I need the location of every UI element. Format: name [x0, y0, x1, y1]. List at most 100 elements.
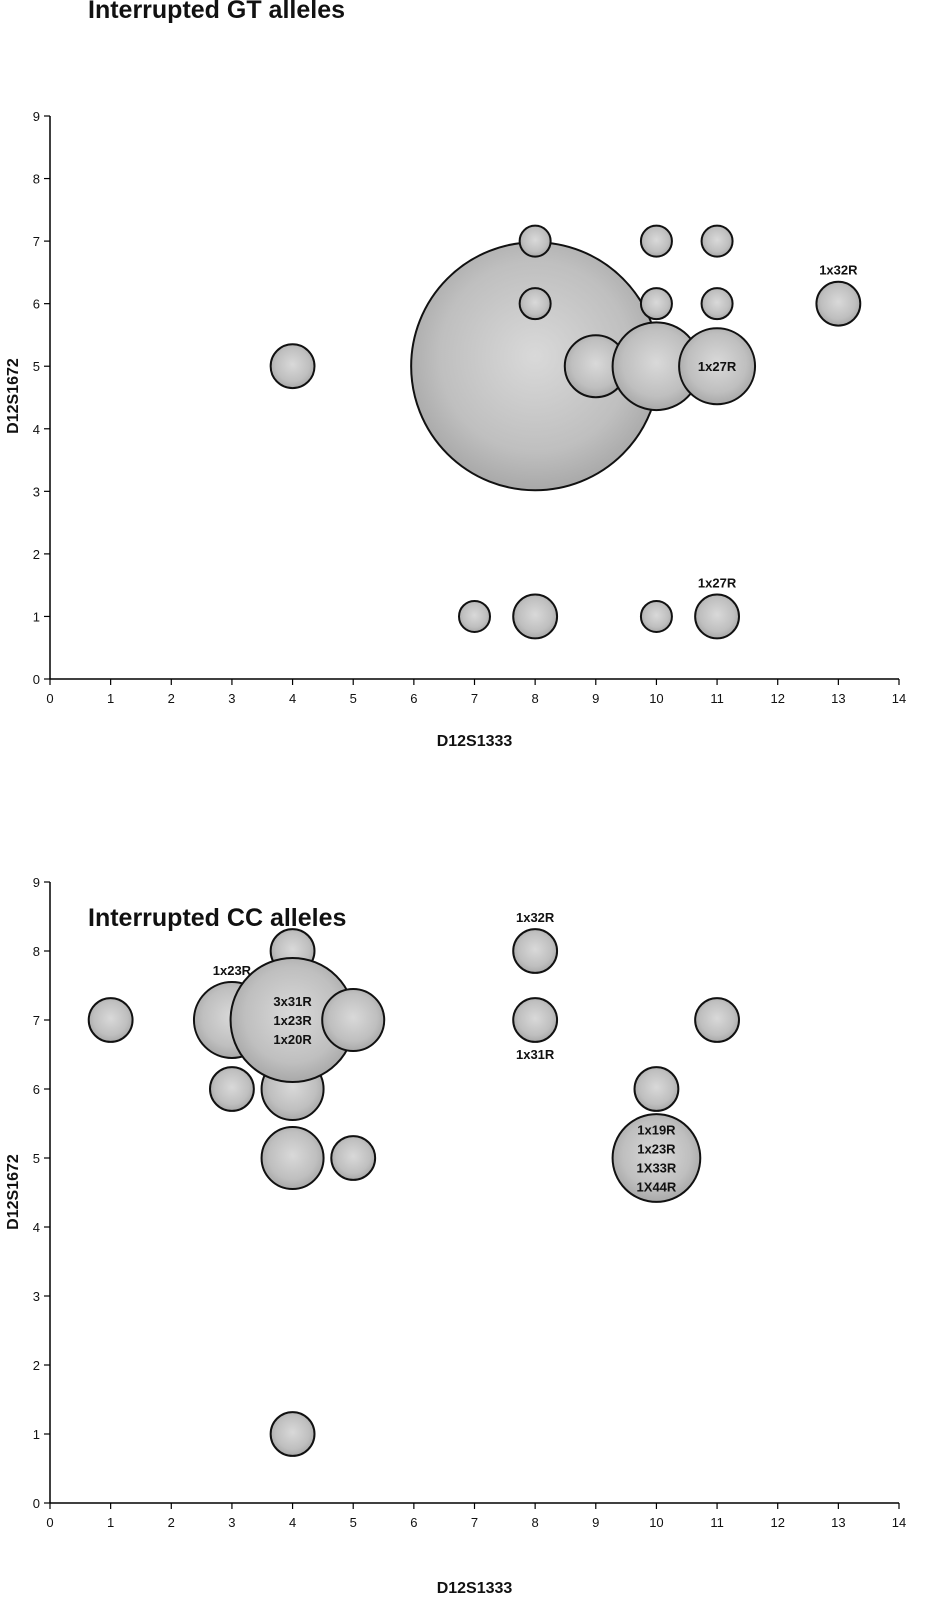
bubble [678, 327, 757, 406]
bubble [639, 599, 673, 633]
y-tick-label: 1 [33, 1427, 40, 1442]
x-tick-label: 0 [46, 1515, 53, 1530]
x-tick-label: 10 [649, 1515, 663, 1530]
x-axis-title: D12S1333 [437, 1580, 513, 1597]
x-tick-label: 3 [228, 1515, 235, 1530]
bubble-label: 1x19R [637, 1123, 676, 1138]
x-tick-label: 7 [471, 691, 478, 706]
gt-bubble-chart: 0 1 2 3 4 5 6 7 8 9 10 11 12 13 140123456789D12S1333D1… [5, 109, 906, 750]
cc-bubble-chart: 0 1 2 3 4 5 6 7 8 9 10 11 12 13 140123456789D12S1333D1… [5, 875, 906, 1597]
x-tick-label: 10 [649, 691, 663, 706]
y-tick-label: 6 [33, 297, 40, 312]
bubble [700, 224, 734, 258]
x-tick-label: 1 [107, 691, 114, 706]
y-tick-label: 5 [33, 1151, 40, 1166]
bubble-label: 3x31R [273, 994, 312, 1009]
y-tick-label: 3 [33, 484, 40, 499]
x-tick-label: 6 [410, 1515, 417, 1530]
bubble [269, 1411, 316, 1457]
bubble [321, 988, 386, 1052]
y-tick-label: 4 [33, 422, 40, 437]
bubble [209, 1066, 255, 1112]
y-tick-label: 9 [33, 109, 40, 124]
bubble [694, 593, 740, 640]
bubble [815, 280, 862, 327]
x-tick-label: 5 [350, 1515, 357, 1530]
y-tick-label: 3 [33, 1289, 40, 1304]
y-tick-label: 7 [33, 234, 40, 249]
bubble [512, 593, 559, 640]
bubble-label: 1X33R [637, 1161, 677, 1176]
x-tick-label: 13 [831, 1515, 845, 1530]
x-tick-label: 5 [350, 691, 357, 706]
y-tick-label: 8 [33, 944, 40, 959]
chart-title: Interrupted GT alleles [88, 0, 346, 24]
gt-chart-panel: Interrupted GT alleles 0 1 2 3 4 5 6 7 8 9 10 11 12 1… [0, 0, 932, 790]
y-tick-label: 6 [33, 1082, 40, 1097]
y-axis-title: D12S1672 [5, 1154, 22, 1230]
x-tick-label: 6 [410, 691, 417, 706]
x-tick-label: 4 [289, 1515, 296, 1530]
bubble-labels: 1x23R 3x31R 1x23R 1x20R 1x32R 1x31R 1x19R 1x23R… [213, 910, 677, 1194]
bubble [700, 287, 734, 321]
x-tick-label: 8 [532, 691, 539, 706]
bubble-annotation: 1x31R [516, 1047, 555, 1062]
chart-title: Interrupted CC alleles [88, 904, 347, 932]
bubble-label: 1X44R [637, 1180, 677, 1195]
cc-chart-panel: Interrupted CC alleles 0 1 2 3 4 5 6 7 8 9 10 11 12 1… [0, 790, 932, 1611]
bubble [330, 1135, 377, 1181]
x-tick-label: 13 [831, 691, 845, 706]
bubble [512, 997, 559, 1043]
y-tick-label: 0 [33, 1496, 40, 1511]
bubble-label: 1x20R [273, 1032, 312, 1047]
bubble [639, 287, 673, 321]
x-tick-label: 11 [710, 1515, 724, 1530]
y-tick-label: 9 [33, 875, 40, 890]
x-tick-label: 11 [710, 691, 724, 706]
x-tick-label: 1 [107, 1515, 114, 1530]
bubble-label: 1x23R [637, 1142, 676, 1157]
y-tick-label: 5 [33, 359, 40, 374]
y-tick-label: 7 [33, 1013, 40, 1028]
bubble [611, 1113, 702, 1203]
x-tick-label: 12 [770, 1515, 784, 1530]
x-axis-title: D12S1333 [437, 733, 513, 750]
y-tick-label: 2 [33, 547, 40, 562]
bubble [694, 997, 740, 1043]
axes: 0 1 2 3 4 5 6 7 8 9 10 11 12 13 140123456789D12S1333D1… [5, 875, 906, 1597]
bubbles [269, 224, 862, 640]
bubble [87, 997, 134, 1043]
bubble-label: 1x23R [273, 1013, 312, 1028]
bubble-annotation: 1x32R [516, 910, 555, 925]
x-tick-label: 7 [471, 1515, 478, 1530]
y-tick-label: 1 [33, 609, 40, 624]
bubble [639, 224, 673, 258]
y-tick-label: 2 [33, 1358, 40, 1373]
x-tick-label: 0 [46, 691, 53, 706]
bubble [458, 599, 491, 633]
bubble-annotation: 1x32R [819, 263, 858, 278]
bubble-labels: 1x32R 1x27R 1x27R [698, 263, 858, 591]
bubble-annotation: 1x27R [698, 576, 737, 591]
x-tick-label: 2 [168, 1515, 175, 1530]
bubble [260, 1126, 325, 1190]
bubble [518, 224, 552, 258]
bubble [518, 287, 552, 321]
x-tick-label: 4 [289, 691, 296, 706]
bubbles [87, 928, 740, 1457]
bubble-annotation: 1x23R [213, 963, 252, 978]
x-tick-label: 2 [168, 691, 175, 706]
y-tick-label: 4 [33, 1220, 40, 1235]
x-tick-label: 9 [592, 691, 599, 706]
bubble-label: 1x27R [698, 359, 737, 374]
x-tick-label: 8 [532, 1515, 539, 1530]
x-tick-label: 3 [228, 691, 235, 706]
y-axis-title: D12S1672 [5, 358, 22, 434]
x-tick-label: 9 [592, 1515, 599, 1530]
y-tick-label: 0 [33, 672, 40, 687]
x-tick-label: 14 [892, 691, 906, 706]
y-tick-label: 8 [33, 172, 40, 187]
x-tick-label: 12 [770, 691, 784, 706]
x-tick-label: 14 [892, 1515, 906, 1530]
axes: 0 1 2 3 4 5 6 7 8 9 10 11 12 13 140123456789D12S1333D1… [5, 109, 906, 750]
